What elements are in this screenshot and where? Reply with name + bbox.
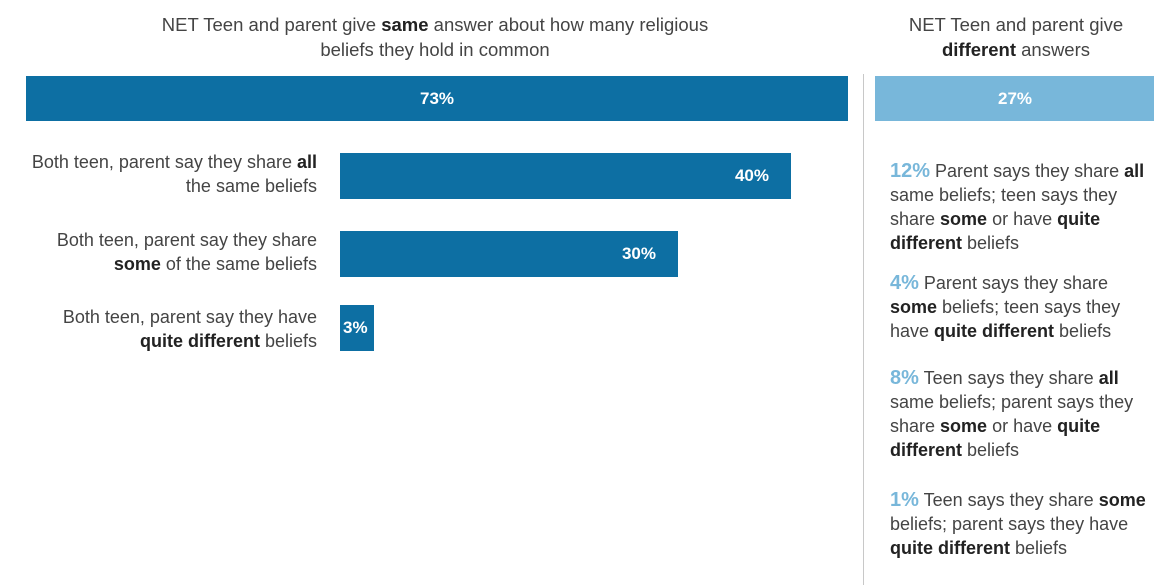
- header-same-answer: NET Teen and parent give same answer abo…: [161, 14, 709, 60]
- bar-quite-different-label: 3%: [343, 318, 368, 337]
- row-label-different: Both teen, parent say they have quite di…: [62, 307, 317, 351]
- bar-some-same-label: 30%: [621, 244, 656, 263]
- breakdown-item-4: 1% Teen says they share some beliefs; pa…: [890, 489, 1146, 558]
- breakdown-item-3: 8% Teen says they share all same beliefs…: [890, 367, 1134, 460]
- bar-some-same: 30%: [340, 231, 678, 277]
- breakdown-item-1: 12% Parent says they share all same beli…: [890, 160, 1145, 253]
- bar-all-same: 40%: [340, 153, 791, 199]
- net-same-bar: 73%: [26, 76, 848, 121]
- breakdown-item-2: 4% Parent says they share some beliefs; …: [890, 272, 1121, 341]
- net-same-label: 73%: [419, 88, 455, 108]
- bar-all-same-label: 40%: [734, 166, 769, 185]
- row-label-all: Both teen, parent say they share all the…: [31, 152, 317, 196]
- net-different-label: 27%: [997, 88, 1033, 108]
- column-divider: [863, 74, 864, 585]
- row-label-some: Both teen, parent say they share some of…: [56, 230, 317, 274]
- net-different-bar: 27%: [875, 76, 1154, 121]
- bar-quite-different: 3%: [340, 305, 374, 351]
- header-different-answers: NET Teen and parent give different answe…: [908, 14, 1124, 60]
